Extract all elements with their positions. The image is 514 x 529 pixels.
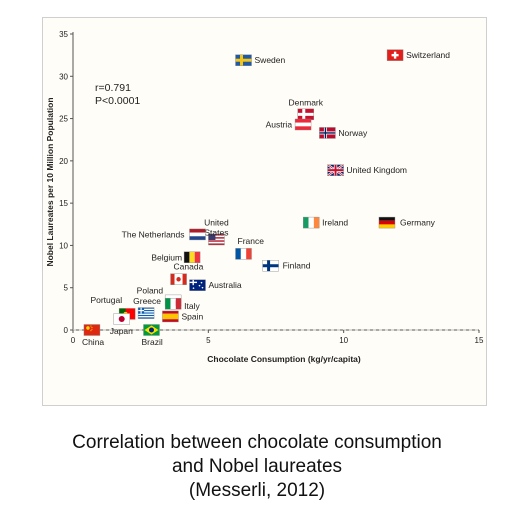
data-label-spain: Spain <box>181 311 203 321</box>
correlation-annotation: P<0.0001 <box>95 95 140 107</box>
flag-marker-spain <box>162 310 179 323</box>
data-label-belgium: Belgium <box>151 252 182 262</box>
flag-marker-austria <box>294 118 312 131</box>
caption-line-3: (Messerli, 2012) <box>188 480 326 501</box>
flag-marker-greece <box>137 307 155 319</box>
flag-marker-brazil <box>143 324 160 336</box>
x-tick-label: 0 <box>71 336 76 345</box>
y-tick-label: 20 <box>59 157 68 166</box>
data-label-france: France <box>238 236 265 246</box>
caption-line-2: and Nobel laureates <box>171 456 343 477</box>
data-label-netherlands: The Netherlands <box>122 229 185 239</box>
caption-line-1: Correlation between chocolate consumptio… <box>72 432 442 453</box>
data-label-brazil: Brazil <box>141 337 162 347</box>
data-label-greece: Greece <box>133 296 161 306</box>
flag-marker-sweden <box>235 54 252 66</box>
x-tick-label: 15 <box>475 336 484 345</box>
data-label-germany: Germany <box>400 218 436 228</box>
data-label-japan: Japan <box>110 326 133 336</box>
y-axis-label: Nobel Laureates per 10 Million Populatio… <box>45 97 55 266</box>
data-label-usa: United States <box>204 218 229 238</box>
data-label-norway: Norway <box>338 128 368 138</box>
flag-marker-ireland <box>302 216 320 229</box>
x-tick-label: 10 <box>339 336 348 345</box>
data-label-finland: Finland <box>283 261 311 271</box>
flag-marker-germany <box>378 216 396 229</box>
data-label-sweden: Sweden <box>255 55 286 65</box>
y-tick-label: 5 <box>64 284 69 293</box>
data-label-poland: Poland <box>137 285 164 295</box>
data-label-austria: Austria <box>266 119 293 129</box>
data-label-australia: Australia <box>209 280 242 290</box>
flag-marker-belgium <box>183 251 201 263</box>
data-label-denmark: Denmark <box>289 97 324 107</box>
y-tick-label: 10 <box>59 241 68 250</box>
flag-marker-canada <box>170 273 187 285</box>
correlation-annotation: r=0.791 <box>95 82 131 94</box>
y-tick-label: 0 <box>64 326 69 335</box>
data-label-switzerland: Switzerland <box>406 50 450 60</box>
data-label-uk: United Kingdom <box>347 165 407 175</box>
y-tick-label: 35 <box>59 30 68 39</box>
flag-marker-italy <box>164 298 182 310</box>
data-label-portugal: Portugal <box>90 295 122 305</box>
data-label-china: China <box>82 337 104 347</box>
flag-marker-france <box>235 248 252 260</box>
flag-marker-japan <box>113 313 130 325</box>
flag-marker-china <box>83 324 101 336</box>
flag-marker-finland <box>262 260 279 272</box>
flag-marker-uk <box>326 163 345 177</box>
data-label-italy: Italy <box>184 301 200 311</box>
data-label-canada: Canada <box>174 261 204 271</box>
flag-marker-australia <box>189 279 206 291</box>
scatter-chart: 0 5 10 15 20 25 30 35 0 5 10 15 Chocolate Consumptio… <box>45 30 484 364</box>
flag-marker-netherlands <box>189 228 206 241</box>
data-label-ireland: Ireland <box>322 218 348 228</box>
y-tick-label: 15 <box>59 199 68 208</box>
chart-panel: 0 5 10 15 20 25 30 35 0 5 10 15 Chocolate Consumptio… <box>42 17 487 406</box>
flag-marker-switzerland <box>386 49 404 61</box>
x-axis-label: Chocolate Consumption (kg/yr/capita) <box>207 354 361 364</box>
flag-marker-norway <box>319 127 336 139</box>
flag-marker-denmark <box>297 108 314 121</box>
y-tick-label: 25 <box>59 115 68 124</box>
x-tick-label: 5 <box>206 336 211 345</box>
y-tick-label: 30 <box>59 72 68 81</box>
flag-marker-usa <box>208 233 225 246</box>
